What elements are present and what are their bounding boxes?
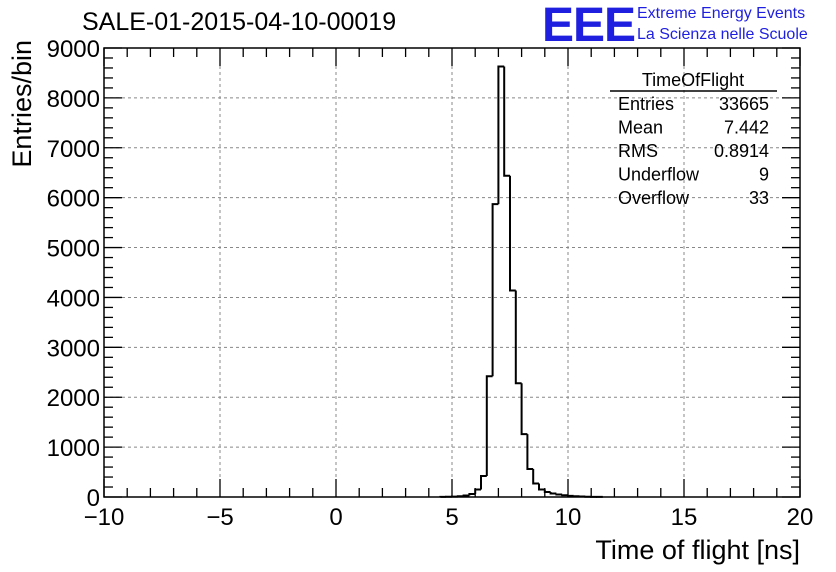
stats-row-value: 7.442: [724, 118, 769, 138]
y-tick-label: 7000: [47, 136, 100, 163]
y-tick-label: 6000: [47, 186, 100, 213]
histogram-bin: [468, 493, 476, 496]
histogram-bin: [491, 203, 499, 377]
histogram-bin: [549, 492, 557, 495]
histogram-bin: [503, 66, 510, 177]
x-tick-label: 0: [329, 504, 342, 531]
histogram-bin: [526, 434, 534, 471]
axis-ticks: [103, 47, 801, 498]
eee-logo: EEE: [542, 0, 636, 52]
histogram-bin: [514, 290, 522, 385]
histogram-bin: [509, 175, 516, 292]
stats-row-label: Overflow: [618, 188, 690, 208]
grid-lines: [104, 48, 800, 497]
x-tick-label: 5: [445, 504, 458, 531]
stats-row-value: 9: [759, 165, 769, 185]
stats-row-label: Entries: [618, 94, 674, 114]
x-tick-label: 10: [555, 504, 582, 531]
x-tick-labels: −10 −5 0 5 10 15 20: [84, 504, 814, 531]
histogram-bin: [561, 494, 568, 497]
histogram-bin: [462, 494, 470, 497]
stats-box-title: TimeOfFlight: [642, 70, 744, 90]
y-tick-label: 9000: [47, 36, 100, 63]
histogram-bin: [474, 488, 481, 495]
stats-row-value: 33665: [719, 94, 769, 114]
histogram-bin: [480, 475, 487, 490]
histogram-bin: [532, 469, 539, 485]
stats-box: TimeOfFlight Entries 33665 Mean 7.442 RMS 0.8…: [610, 70, 777, 208]
histogram-bin: [567, 494, 574, 497]
histogram-bin: [543, 489, 551, 494]
y-tick-label: 8000: [47, 86, 100, 113]
y-tick-label: 3000: [47, 335, 100, 362]
histogram-bin: [555, 493, 563, 496]
histogram-bin: [485, 375, 493, 477]
y-tick-labels: 0 1000 2000 3000 4000 5000 6000 7000 8000 9000: [47, 36, 100, 512]
x-tick-label: −10: [84, 504, 125, 531]
y-tick-label: 2000: [47, 385, 100, 412]
y-tick-label: 1000: [47, 435, 100, 462]
stats-row-label: Mean: [618, 118, 663, 138]
chart-title: SALE-01-2015-04-10-00019: [82, 8, 397, 36]
x-tick-label: 15: [671, 504, 698, 531]
histogram-bin: [497, 65, 505, 205]
stats-row-value: 0.8914: [714, 141, 769, 161]
x-axis-label: Time of flight [ns]: [595, 535, 800, 565]
x-tick-label: −5: [206, 504, 233, 531]
stats-row-label: RMS: [618, 141, 658, 161]
histogram-series: [439, 65, 604, 498]
y-tick-label: 0: [87, 485, 100, 512]
logo-caption: Extreme Energy Events La Scienza nelle S…: [637, 3, 808, 45]
histogram-bin: [538, 483, 545, 491]
logo-caption-line2: La Scienza nelle Scuole: [637, 26, 808, 43]
histogram-bin: [520, 383, 528, 436]
stats-row-value: 33: [749, 188, 769, 208]
logo-caption-line1: Extreme Energy Events: [637, 5, 806, 22]
y-tick-label: 5000: [47, 236, 100, 263]
stats-row-label: Underflow: [618, 165, 700, 185]
x-tick-label: 20: [787, 504, 814, 531]
y-axis-label: Entries/bin: [7, 40, 37, 168]
y-tick-label: 4000: [47, 285, 100, 312]
